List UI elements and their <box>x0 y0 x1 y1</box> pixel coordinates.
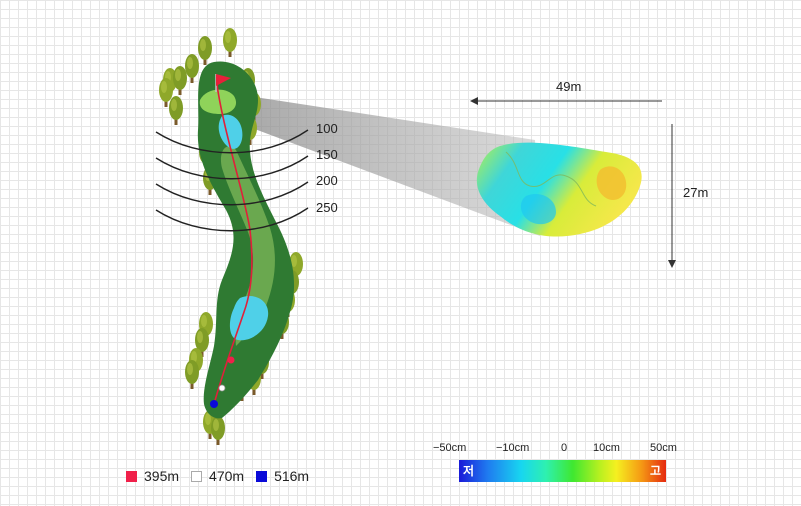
flag-icon <box>216 74 231 86</box>
tree-icon <box>159 78 173 107</box>
legend-item-blue-tee: 516m <box>256 468 309 484</box>
distance-label-100: 100 <box>316 121 338 136</box>
distance-arc-100 <box>155 129 309 154</box>
green-high-spot <box>596 166 627 201</box>
tree-icon <box>173 66 187 95</box>
distance-label-250: 250 <box>316 200 338 215</box>
tee-white-marker <box>218 384 226 392</box>
width-arrow-head <box>470 97 478 105</box>
zoom-projection <box>248 96 540 236</box>
scale-tick-minus-50: −50cm <box>433 442 467 454</box>
scale-tick-10: 10cm <box>593 442 620 454</box>
red-tee-swatch <box>126 470 137 482</box>
fairway <box>220 146 275 346</box>
tee-red-marker <box>227 356 235 364</box>
tree-icon <box>223 28 237 57</box>
fairway-rough <box>197 61 295 419</box>
tree-icon <box>185 54 199 83</box>
putting-green <box>199 89 237 114</box>
tree-icon <box>198 36 212 65</box>
scale-tick-minus-10: −10cm <box>496 442 530 454</box>
legend-item-white-tee: 470m <box>191 468 244 484</box>
white-tee-distance: 470m <box>209 468 245 484</box>
scale-low-label: 저 <box>463 464 475 478</box>
tee-blue-marker <box>210 400 218 408</box>
distance-label-200: 200 <box>316 173 338 188</box>
green-depth-label: 27m <box>683 185 709 200</box>
blue-tee-swatch <box>256 470 268 482</box>
legend-item-red-tee: 395m <box>126 468 179 484</box>
white-tee-swatch <box>191 470 203 482</box>
blue-tee-distance: 516m <box>274 468 310 484</box>
depth-arrow-head <box>668 260 676 268</box>
tee-legend: 395m 470m 516m <box>126 468 321 484</box>
tree-icon <box>211 416 225 445</box>
tree-icon <box>195 328 209 357</box>
tree-icon <box>185 360 199 389</box>
green-contour <box>505 151 597 207</box>
distance-arc-250 <box>155 207 309 232</box>
green-elevation-map <box>476 142 642 237</box>
green-width-label: 49m <box>556 79 582 94</box>
scale-tick-50: 50cm <box>650 442 677 454</box>
tree-icon <box>169 96 183 125</box>
distance-arc-200 <box>155 181 309 206</box>
distance-arc-150 <box>155 155 309 180</box>
water-hazard-lower <box>229 296 269 341</box>
distance-label-150: 150 <box>316 147 338 162</box>
green-low-spot <box>520 193 556 225</box>
shot-line <box>213 75 253 405</box>
scale-high-label: 고 <box>649 464 661 478</box>
scale-tick-zero: 0 <box>561 442 568 454</box>
elevation-scale-bar: 저 고 <box>459 460 666 482</box>
red-tee-distance: 395m <box>144 468 180 484</box>
